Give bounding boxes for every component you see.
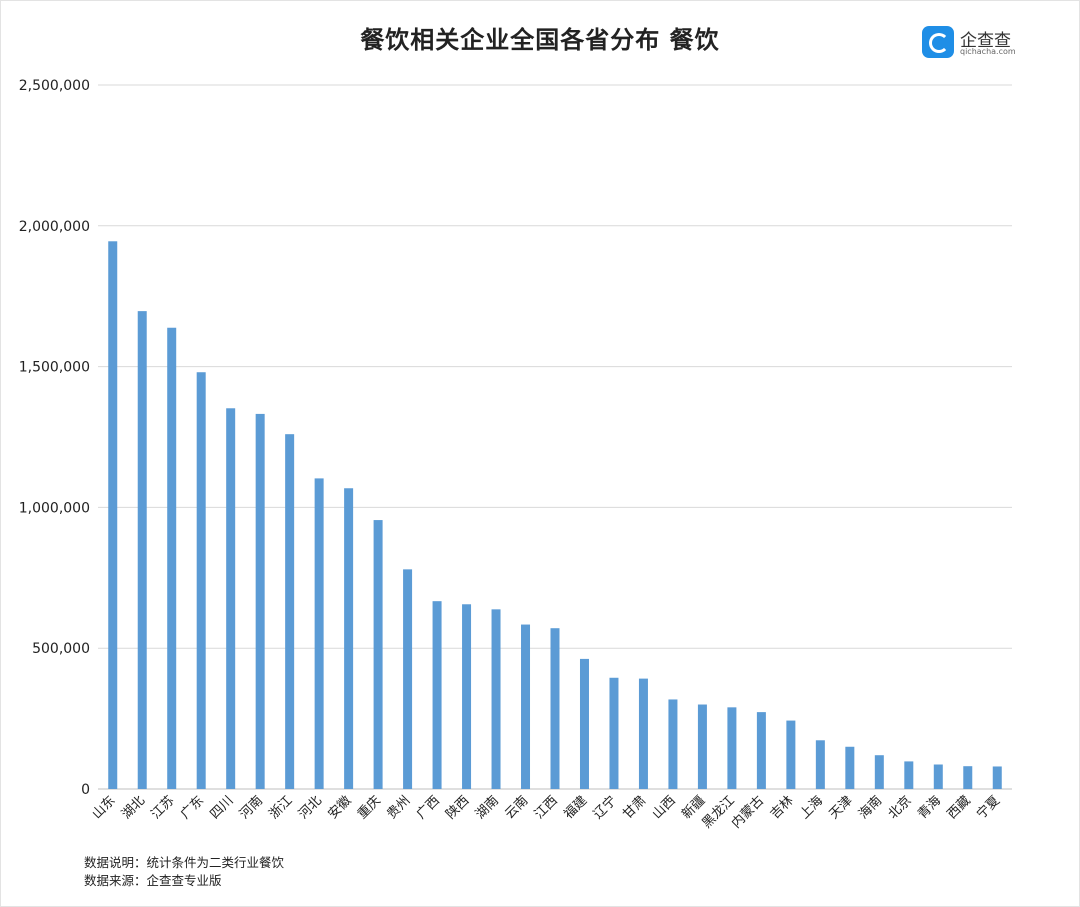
bar-河南 bbox=[255, 413, 265, 789]
x-tick-label: 山西 bbox=[650, 793, 679, 822]
bar-广东 bbox=[196, 372, 206, 789]
x-tick-label: 内蒙古 bbox=[728, 793, 767, 832]
chart-title: 餐饮相关企业全国各省分布 餐饮 bbox=[360, 26, 720, 54]
x-tick-label: 上海 bbox=[797, 793, 826, 822]
x-tick-label: 湖北 bbox=[119, 793, 148, 822]
bar-云南 bbox=[521, 624, 531, 789]
bar-河北 bbox=[314, 478, 324, 789]
bar-安徽 bbox=[344, 488, 354, 789]
x-tick-label: 辽宁 bbox=[590, 793, 620, 823]
x-tick-label: 北京 bbox=[886, 793, 915, 822]
bar-贵州 bbox=[403, 569, 413, 789]
logo-domain: qichacha.com bbox=[960, 47, 1016, 56]
x-tick-label: 海南 bbox=[855, 793, 885, 823]
x-tick-label: 江西 bbox=[532, 793, 561, 822]
bar-湖南 bbox=[491, 609, 501, 789]
bar-陕西 bbox=[462, 604, 472, 789]
bar-天津 bbox=[845, 746, 855, 789]
bar-宁夏 bbox=[992, 766, 1002, 789]
x-tick-label: 河南 bbox=[236, 793, 266, 823]
x-tick-label: 青海 bbox=[915, 793, 944, 822]
bar-江西 bbox=[550, 628, 560, 789]
y-tick-label: 0 bbox=[81, 782, 90, 798]
y-tick-label: 2,000,000 bbox=[19, 219, 90, 235]
x-tick-label: 天津 bbox=[827, 793, 856, 822]
x-tick-label: 西藏 bbox=[945, 793, 974, 822]
bar-四川 bbox=[226, 408, 236, 789]
logo-icon bbox=[922, 26, 954, 58]
data-note: 数据说明：统计条件为二类行业餐饮 bbox=[84, 855, 285, 870]
bar-青海 bbox=[933, 764, 943, 789]
bar-山西 bbox=[668, 699, 678, 789]
bar-西藏 bbox=[963, 766, 973, 789]
bar-北京 bbox=[904, 761, 914, 789]
bar-福建 bbox=[579, 658, 589, 789]
x-tick-label: 宁夏 bbox=[973, 793, 1003, 823]
bar-江苏 bbox=[167, 327, 177, 789]
x-tick-label: 吉林 bbox=[768, 793, 797, 822]
x-tick-label: 山东 bbox=[90, 793, 119, 822]
y-tick-label: 500,000 bbox=[32, 641, 90, 657]
x-tick-label: 江苏 bbox=[148, 793, 178, 823]
x-tick-label: 广西 bbox=[414, 793, 443, 822]
x-tick-label: 广东 bbox=[178, 793, 207, 822]
x-tick-label: 安徽 bbox=[325, 793, 354, 822]
x-tick-label: 福建 bbox=[561, 793, 590, 822]
bar-吉林 bbox=[786, 720, 796, 789]
x-tick-label: 陕西 bbox=[443, 793, 472, 822]
bar-甘肃 bbox=[638, 678, 648, 789]
brand-logo: 企查查 qichacha.com bbox=[922, 26, 1032, 60]
y-tick-label: 2,500,000 bbox=[19, 78, 90, 94]
bar-新疆 bbox=[697, 704, 707, 789]
x-tick-label: 甘肃 bbox=[620, 793, 649, 822]
bar-湖北 bbox=[137, 311, 147, 789]
y-tick-label: 1,500,000 bbox=[19, 360, 90, 376]
bar-广西 bbox=[432, 601, 442, 789]
bar-重庆 bbox=[373, 520, 383, 789]
x-tick-label: 浙江 bbox=[266, 793, 295, 822]
x-tick-label: 河北 bbox=[296, 793, 325, 822]
bar-黑龙江 bbox=[727, 707, 737, 789]
data-source: 数据来源：企查查专业版 bbox=[84, 873, 222, 888]
bar-上海 bbox=[815, 740, 825, 789]
bar-浙江 bbox=[285, 434, 295, 789]
x-tick-label: 云南 bbox=[502, 793, 532, 823]
x-tick-label: 湖南 bbox=[472, 793, 502, 823]
x-tick-label: 重庆 bbox=[354, 793, 384, 823]
x-tick-label: 黑龙江 bbox=[700, 793, 738, 831]
x-tick-label: 贵州 bbox=[384, 793, 413, 822]
y-tick-label: 1,000,000 bbox=[19, 500, 90, 516]
bar-海南 bbox=[874, 755, 884, 789]
bar-内蒙古 bbox=[756, 712, 766, 789]
x-tick-label: 四川 bbox=[208, 793, 237, 822]
bar-辽宁 bbox=[609, 677, 619, 789]
bar-山东 bbox=[108, 241, 118, 790]
logo-name: 企查查 bbox=[960, 31, 1011, 51]
